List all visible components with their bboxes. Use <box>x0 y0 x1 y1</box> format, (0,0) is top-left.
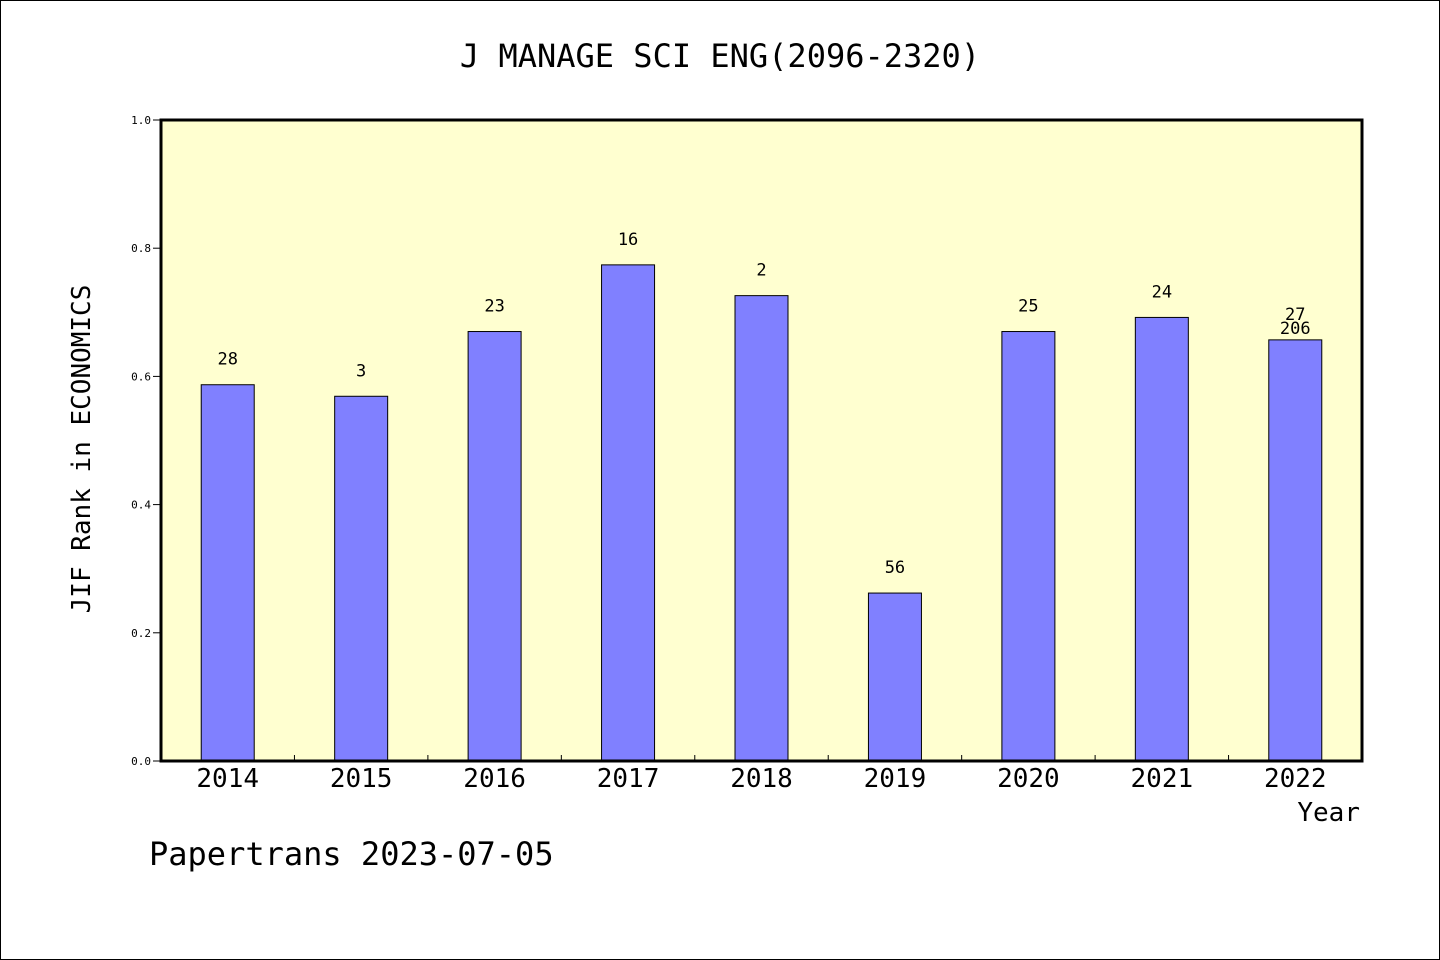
bar-2020 <box>1001 331 1056 762</box>
bar-2019 <box>867 592 922 762</box>
x-tick-label-2019: 2019 <box>864 764 927 794</box>
x-tick-label-2022: 2022 <box>1264 764 1327 794</box>
footer-credit: Papertrans 2023-07-05 <box>149 835 554 873</box>
bar-label-2016: 23 <box>484 297 504 317</box>
bar-2021 <box>1134 316 1189 762</box>
y-axis-label: JIF Rank in ECONOMICS <box>67 285 97 614</box>
x-tick-label-2018: 2018 <box>730 764 793 794</box>
chart-title: J MANAGE SCI ENG(2096-2320) <box>460 37 980 75</box>
x-tick-label-2016: 2016 <box>463 764 526 794</box>
y-tick-label: 0.6 <box>131 370 151 383</box>
x-tick-label-2017: 2017 <box>597 764 660 794</box>
plot-border <box>159 118 1364 763</box>
bar-label-2017: 16 <box>618 230 638 250</box>
bar-annotation-2022: 206 <box>1280 319 1311 339</box>
bar-label-2022: 27 <box>1285 305 1305 325</box>
bar-label-2014: 28 <box>217 350 237 370</box>
bar-label-2021: 24 <box>1152 282 1172 302</box>
bar-2017 <box>601 264 656 762</box>
bar-label-2019: 56 <box>885 558 905 578</box>
x-tick-label-2015: 2015 <box>330 764 393 794</box>
y-tick-label: 0.8 <box>131 242 151 255</box>
bar-2014 <box>200 384 255 762</box>
bar-2018 <box>734 295 789 762</box>
y-tick-label: 1.0 <box>131 114 151 127</box>
bar-2015 <box>334 395 389 762</box>
bar-2016 <box>467 331 522 762</box>
bar-label-2018: 2 <box>756 261 766 281</box>
x-tick-label-2014: 2014 <box>196 764 259 794</box>
y-tick-label: 0.2 <box>131 627 151 640</box>
bar-label-2020: 25 <box>1018 297 1038 317</box>
x-tick-label-2021: 2021 <box>1131 764 1194 794</box>
x-axis-label: Year <box>1297 798 1360 828</box>
x-tick-label-2020: 2020 <box>997 764 1060 794</box>
bar-2022 <box>1268 339 1323 762</box>
bar-label-2015: 3 <box>356 361 366 381</box>
y-tick-label: 0.4 <box>131 499 151 512</box>
y-tick-label: 0.0 <box>131 755 151 768</box>
